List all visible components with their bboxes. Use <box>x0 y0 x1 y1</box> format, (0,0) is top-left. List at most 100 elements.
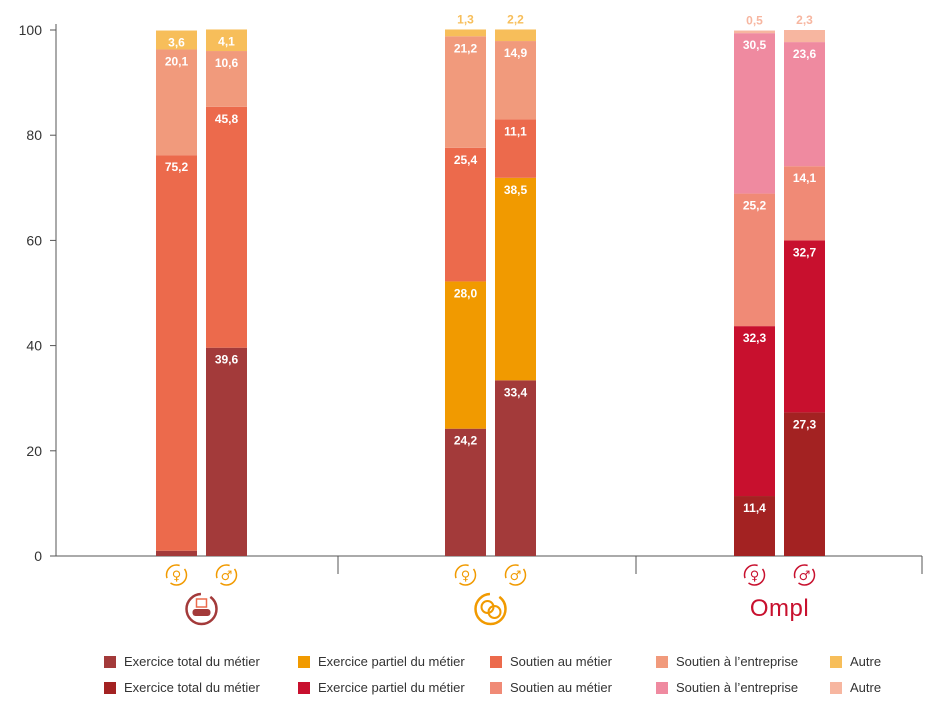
female-icon: ♀ <box>461 569 471 584</box>
legend-swatch <box>490 681 502 694</box>
bar-segment <box>445 428 486 556</box>
legend-item: Exercice total du métier <box>104 680 260 695</box>
data-label: 14,1 <box>793 171 817 185</box>
female-icon: ♀ <box>750 569 760 584</box>
bar-segment <box>445 36 486 148</box>
male-icon: ♂ <box>510 569 522 584</box>
sex-marker-ring <box>504 564 527 586</box>
data-label: 38,5 <box>504 183 528 197</box>
legend-swatch <box>298 681 310 694</box>
chart-board-shape <box>195 598 208 608</box>
data-label: 30,5 <box>743 38 767 52</box>
data-label: 11,1 <box>504 124 527 138</box>
legend-item: Autre <box>830 654 881 669</box>
data-label: 21,2 <box>454 41 478 55</box>
bar-segment <box>784 166 825 241</box>
ompl-logo: Ompl <box>750 595 809 622</box>
data-label: 24,2 <box>454 434 478 448</box>
legend-item: Exercice total du métier <box>104 654 260 669</box>
bar-segment <box>445 29 486 37</box>
bar-segment <box>156 49 197 156</box>
bar-segment <box>156 155 197 551</box>
bar-segment <box>734 30 775 34</box>
sex-marker-ring <box>743 564 766 586</box>
bar-segment <box>206 106 247 348</box>
legend-swatch <box>490 655 502 668</box>
legend-label: Soutien à l’entreprise <box>676 654 799 669</box>
legend-item: Soutien au métier <box>490 654 612 669</box>
y-tick-label: 60 <box>26 232 42 248</box>
chart-category-markers: ♀ ♂ ♀ ♂ ♀ ♂ Ompl <box>165 564 816 626</box>
sex-marker-ring <box>215 564 238 586</box>
sex-marker-ring <box>793 564 816 586</box>
bar-segment <box>495 29 536 42</box>
legend-item: Soutien à l’entreprise <box>656 680 798 695</box>
bar-segment <box>734 496 775 556</box>
legend-item: Autre <box>830 680 881 695</box>
bar-segment <box>495 41 536 120</box>
legend-label: Exercice partiel du métier <box>318 680 465 695</box>
data-label: 14,9 <box>504 46 528 60</box>
legend-item: Soutien au métier <box>490 680 612 695</box>
female-icon: ♀ <box>172 569 182 584</box>
data-label: 32,3 <box>743 331 767 345</box>
sex-marker-ring <box>165 564 188 586</box>
legend-label: Exercice partiel du métier <box>318 654 465 669</box>
bar-segment <box>206 347 247 556</box>
y-tick-label: 80 <box>26 127 42 143</box>
bar-segment <box>784 30 825 43</box>
bar-segment <box>784 240 825 413</box>
legend-swatch <box>298 655 310 668</box>
legend-label: Autre <box>850 680 882 695</box>
coins-icon <box>474 592 507 626</box>
data-label: 2,2 <box>507 12 524 26</box>
y-tick-label: 100 <box>19 22 43 38</box>
legend-label: Autre <box>850 654 882 669</box>
data-label: 10,6 <box>215 56 239 70</box>
sex-marker-ring <box>454 564 477 586</box>
y-tick-label: 40 <box>26 338 42 354</box>
bar-segment <box>156 30 197 50</box>
legend-swatch <box>656 655 668 668</box>
chart-bars: 1,075,220,13,639,645,810,64,124,228,025,… <box>156 12 825 556</box>
data-label: 2,3 <box>796 13 813 27</box>
data-label: 28,0 <box>454 286 478 300</box>
data-label: 32,7 <box>793 245 817 259</box>
data-label: 4,1 <box>218 34 235 48</box>
bar-segment <box>784 42 825 167</box>
legend-item: Exercice partiel du métier <box>298 680 465 695</box>
y-tick-label: 20 <box>26 443 42 459</box>
bar-segment <box>445 281 486 429</box>
male-icon: ♂ <box>799 569 811 584</box>
coin-shape <box>487 605 502 619</box>
legend-label: Exercice total du métier <box>124 680 260 695</box>
male-icon: ♂ <box>221 569 233 584</box>
bar-segment <box>734 33 775 194</box>
data-label: 45,8 <box>215 112 239 126</box>
legend-swatch <box>830 681 842 694</box>
data-label: 25,4 <box>454 153 478 167</box>
data-label: 0,5 <box>746 14 763 28</box>
legend-item: Soutien à l’entreprise <box>656 654 798 669</box>
bar-segment <box>156 550 197 556</box>
bar-segment <box>734 193 775 327</box>
legend-swatch <box>104 655 116 668</box>
bar-segment <box>734 326 775 497</box>
legend-label: Soutien au métier <box>510 680 612 695</box>
data-label: 23,6 <box>793 47 817 61</box>
bar-segment <box>206 29 247 52</box>
legend-swatch <box>830 655 842 668</box>
data-label: 39,6 <box>215 353 239 367</box>
data-label: 75,2 <box>165 160 189 174</box>
data-label: 25,2 <box>743 199 767 213</box>
data-label: 20,1 <box>165 54 189 68</box>
data-label: 3,6 <box>168 36 185 50</box>
car-body-shape <box>192 609 211 616</box>
bar-segment <box>206 51 247 107</box>
legend-label: Soutien à l’entreprise <box>676 680 799 695</box>
data-label: 33,4 <box>504 385 528 399</box>
bar-segment <box>495 177 536 381</box>
bar-segment <box>445 147 486 282</box>
legend-swatch <box>104 681 116 694</box>
